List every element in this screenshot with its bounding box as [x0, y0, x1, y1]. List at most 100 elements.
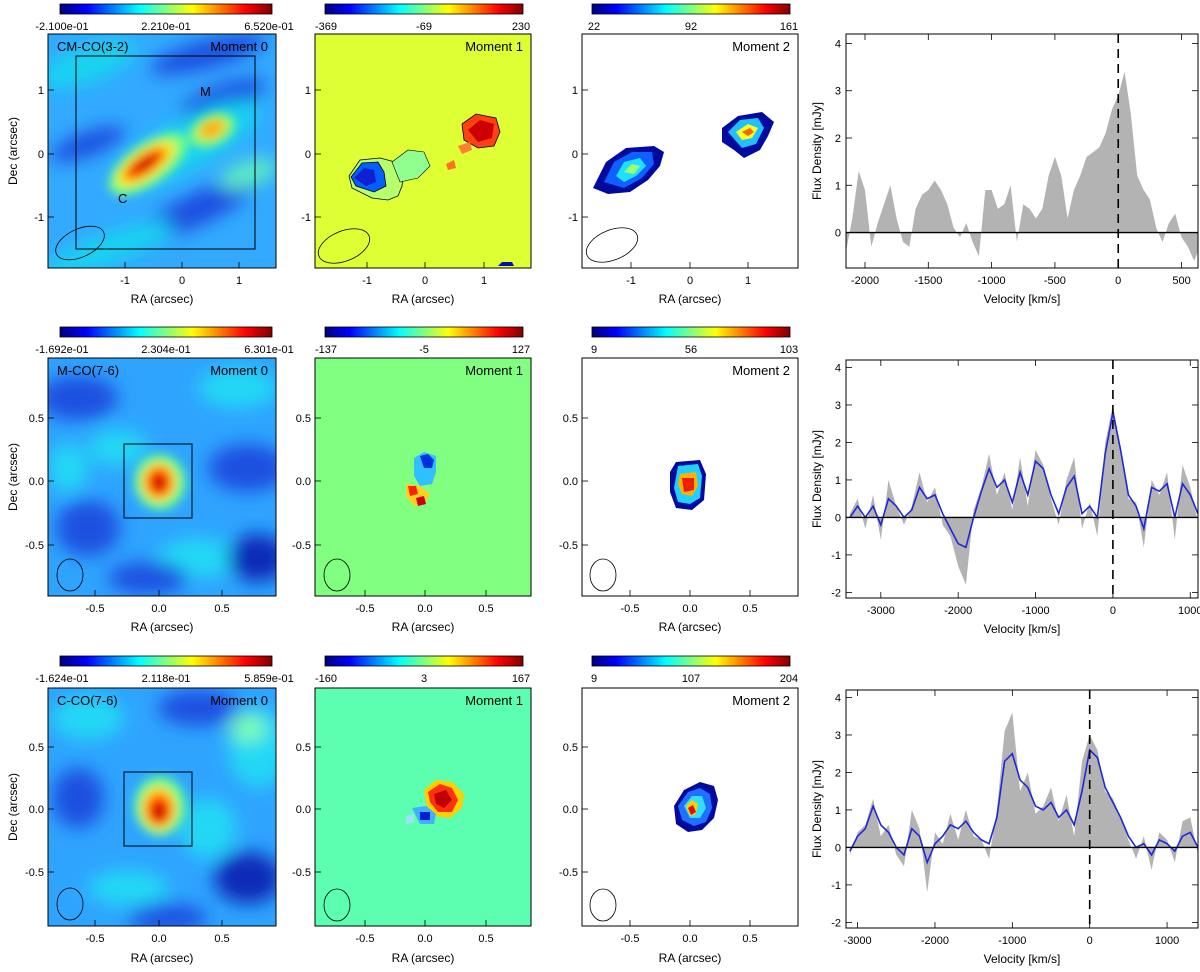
- moment0-map-row2: M-CO(7-6) Moment 0 -0.5 0.0 0.5 0.5 0.0 …: [6, 357, 277, 634]
- x-tick-label: 1000: [1178, 605, 1200, 617]
- y-axis-label: Flux Density [mJy]: [810, 760, 824, 858]
- spectrum-plot-area: [846, 360, 1198, 598]
- panel-title: Moment 2: [732, 363, 790, 378]
- x-axis-label: RA (arcsec): [659, 951, 722, 965]
- y-tick-label: 3: [835, 730, 841, 742]
- colorbar-label: 6.520e-01: [244, 21, 294, 33]
- y-tick-label: 0.5: [29, 742, 44, 754]
- marker-label-m: M: [200, 84, 211, 99]
- panel-title: Moment 1: [465, 39, 523, 54]
- colorbar-label: 9: [591, 344, 597, 356]
- x-tick-label: -1: [626, 275, 636, 287]
- beam-ellipse: [323, 558, 351, 592]
- x-axis-label: RA (arcsec): [659, 292, 722, 306]
- spectrum-area: [849, 712, 1198, 893]
- colorbar-label: 107: [682, 673, 700, 685]
- y-axis-label: Dec (arcsec): [6, 773, 20, 841]
- x-tick-label: 0.0: [417, 933, 432, 945]
- colorbar-label: 2.118e-01: [142, 673, 191, 685]
- y-tick-label: 3: [835, 86, 841, 98]
- colorbar-label: 6.301e-01: [244, 344, 294, 356]
- x-axis-label: RA (arcsec): [659, 620, 722, 634]
- beam-ellipse: [56, 887, 84, 921]
- x-axis-label: RA (arcsec): [131, 951, 194, 965]
- colorbar-row2-mom1: -137 -5 127: [315, 326, 530, 356]
- spectrum-panel-row3: -3000 -2000 -1000 0 1000 -2 -1 0 1 2 3 4 Velocity [k…: [810, 689, 1199, 966]
- x-tick-label: -0.5: [621, 603, 640, 615]
- colorbar-label: -1.624e-01: [35, 673, 88, 685]
- y-tick-label: 0.0: [563, 476, 578, 488]
- y-tick-label: 0.0: [29, 476, 44, 488]
- panel-label: CM-CO(3-2): [57, 39, 129, 54]
- y-tick-label: 0: [305, 149, 311, 161]
- beam-ellipse: [56, 558, 84, 592]
- x-tick-label: -1000: [1021, 605, 1049, 617]
- y-tick-label: -1: [568, 212, 578, 224]
- colorbar-label: 2.210e-01: [141, 21, 191, 33]
- x-tick-label: 0: [1087, 935, 1093, 947]
- y-tick-label: 0: [835, 842, 841, 854]
- x-tick-label: 0.5: [742, 603, 757, 615]
- x-tick-label: -0.5: [621, 933, 640, 945]
- x-tick-label: -1500: [914, 275, 942, 287]
- moment0-map-row1: CM-CO(3-2) Moment 0 M C -1 0 1 1 0 -1 RA…: [6, 33, 277, 306]
- y-tick-label: 0.5: [29, 413, 44, 425]
- x-tick-label: 0.0: [682, 933, 697, 945]
- spectrum-panel-row1: -2000 -1500 -1000 -500 0 500 0 1 2 3 4 Velocity [km…: [810, 33, 1199, 306]
- row-2: -1.692e-01 2.304e-01 6.301e-01 -137 -5 1…: [6, 326, 799, 634]
- y-axis-label: Dec (arcsec): [6, 117, 20, 185]
- x-tick-label: -2000: [944, 605, 972, 617]
- panel-title: Moment 1: [465, 363, 523, 378]
- colorbar-label: 56: [685, 344, 697, 356]
- y-tick-label: 0.0: [29, 804, 44, 816]
- spectrum-plot-area: [846, 690, 1198, 928]
- colorbar-label: 9: [591, 673, 597, 685]
- colorbar-label: -137: [315, 344, 337, 356]
- colorbar-label: 3: [421, 673, 427, 685]
- moment2-map-row2: Moment 2 -0.5 0.0 0.5 0.5 0.0 -0.5 RA (a…: [559, 357, 799, 634]
- colorbar-label: -1.692e-01: [35, 344, 88, 356]
- x-tick-label: 0.5: [214, 933, 229, 945]
- x-tick-label: 0.5: [478, 603, 493, 615]
- marker-label-c: C: [118, 191, 127, 206]
- colorbar-label: 2.304e-01: [141, 344, 191, 356]
- colorbar-label: 127: [512, 344, 530, 356]
- y-tick-label: 0: [38, 149, 44, 161]
- colorbar-label: -5: [419, 344, 429, 356]
- region-box: [123, 771, 193, 847]
- y-tick-label: 0: [835, 228, 841, 240]
- colorbar-label: 230: [512, 21, 530, 33]
- y-tick-label: -0.5: [292, 540, 311, 552]
- colorbar-row3-mom2: 9 107 204: [591, 655, 798, 685]
- row-3: -1.624e-01 2.118e-01 5.859e-01 -160 3 16…: [6, 655, 799, 965]
- beam-ellipse: [323, 888, 351, 922]
- x-tick-label: -2000: [921, 935, 949, 947]
- x-axis-label: RA (arcsec): [131, 620, 194, 634]
- x-tick-label: 1: [481, 275, 487, 287]
- spectrum-area: [846, 71, 1198, 261]
- y-tick-label: 0.0: [296, 476, 311, 488]
- y-tick-label: -0.5: [292, 867, 311, 879]
- x-tick-label: 0.0: [417, 603, 432, 615]
- panel-title: Moment 0: [210, 693, 268, 708]
- spectrum-frame: [845, 689, 1199, 929]
- x-axis-label: Velocity [km/s]: [984, 952, 1061, 966]
- y-tick-label: -0.5: [25, 867, 44, 879]
- y-tick-label: 0.5: [563, 413, 578, 425]
- panel-title: Moment 2: [732, 39, 790, 54]
- spectrum-frame: [845, 359, 1199, 599]
- x-tick-label: -3000: [867, 605, 895, 617]
- x-tick-label: -0.5: [356, 933, 375, 945]
- region-box: [75, 55, 256, 250]
- y-tick-label: -0.5: [25, 540, 44, 552]
- colorbar-row2-mom2: 9 56 103: [591, 326, 798, 356]
- x-tick-label: -0.5: [86, 603, 105, 615]
- y-tick-label: -1: [34, 212, 44, 224]
- x-tick-label: -1000: [978, 275, 1006, 287]
- beam-ellipse: [55, 225, 105, 261]
- colorbar-label: -2.100e-01: [35, 21, 88, 33]
- beam-ellipse: [589, 888, 617, 922]
- colorbar-row1-mom1: -369 -69 230: [315, 3, 530, 33]
